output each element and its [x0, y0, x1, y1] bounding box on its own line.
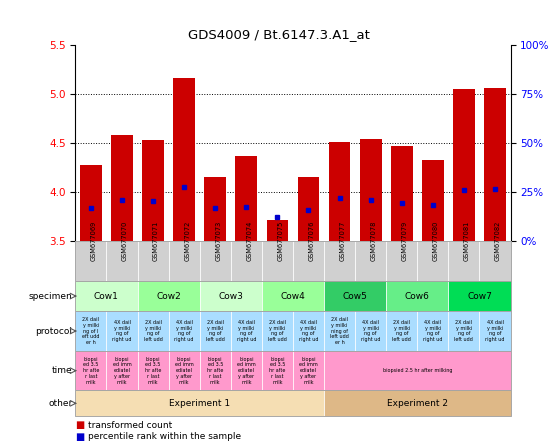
Text: biopsi
ed imm
ediatel
y after
milk: biopsi ed imm ediatel y after milk	[299, 357, 318, 385]
Bar	[391, 146, 413, 241]
Text: Experiment 2: Experiment 2	[387, 399, 448, 408]
Text: GSM677078: GSM677078	[371, 221, 377, 261]
Text: GSM677077: GSM677077	[340, 221, 345, 261]
Text: GSM677079: GSM677079	[402, 221, 408, 261]
Text: GSM677075: GSM677075	[277, 221, 283, 261]
Text: biopsi
ed 3.5
hr afte
r last
milk: biopsi ed 3.5 hr afte r last milk	[83, 357, 99, 385]
Bar	[267, 220, 288, 241]
Text: 4X dail
y milki
ng of
right ud: 4X dail y milki ng of right ud	[361, 320, 381, 342]
Text: Experiment 1: Experiment 1	[169, 399, 230, 408]
Text: 2X dail
y milki
ng of l
eft udd
er h: 2X dail y milki ng of l eft udd er h	[82, 317, 100, 345]
Text: protocol: protocol	[36, 326, 73, 336]
Text: Cow3: Cow3	[218, 292, 243, 301]
Text: GSM677081: GSM677081	[464, 221, 470, 261]
Text: biopsied 2.5 hr after milking: biopsied 2.5 hr after milking	[383, 368, 452, 373]
Bar	[204, 177, 226, 241]
Text: biopsi
ed 3.5
hr afte
r last
milk: biopsi ed 3.5 hr afte r last milk	[207, 357, 223, 385]
Text: Cow7: Cow7	[467, 292, 492, 301]
Text: GSM677074: GSM677074	[246, 221, 252, 261]
Text: biopsi
ed imm
ediatel
y after
milk: biopsi ed imm ediatel y after milk	[175, 357, 194, 385]
Text: 4X dail
y milki
ng of
right ud: 4X dail y milki ng of right ud	[299, 320, 318, 342]
Bar	[422, 160, 444, 241]
Text: biopsi
ed 3.5
hr afte
r last
milk: biopsi ed 3.5 hr afte r last milk	[269, 357, 286, 385]
Text: specimen: specimen	[29, 292, 73, 301]
Text: GDS4009 / Bt.6147.3.A1_at: GDS4009 / Bt.6147.3.A1_at	[188, 28, 370, 41]
Text: Cow2: Cow2	[156, 292, 181, 301]
Text: biopsi
ed 3.5
hr afte
r last
milk: biopsi ed 3.5 hr afte r last milk	[145, 357, 161, 385]
Bar	[142, 140, 164, 241]
Text: 2X dail
y milki
ning of
left udd
er h: 2X dail y milki ning of left udd er h	[330, 317, 349, 345]
Text: GSM677072: GSM677072	[184, 221, 190, 261]
Text: 4X dail
y milki
ng of
right ud: 4X dail y milki ng of right ud	[112, 320, 132, 342]
Text: time: time	[52, 366, 73, 375]
Bar	[173, 78, 195, 241]
Bar	[484, 88, 506, 241]
Text: 4X dail
y milki
ng of
right ud: 4X dail y milki ng of right ud	[423, 320, 442, 342]
Text: 4X dail
y milki
ng of
right ud: 4X dail y milki ng of right ud	[237, 320, 256, 342]
Text: GSM677071: GSM677071	[153, 221, 159, 261]
Text: GSM677070: GSM677070	[122, 221, 128, 261]
Text: Cow6: Cow6	[405, 292, 430, 301]
Text: Cow4: Cow4	[281, 292, 305, 301]
Text: 2X dail
y milki
ng of
left udd: 2X dail y milki ng of left udd	[143, 320, 162, 342]
Bar	[80, 165, 102, 241]
Text: 2X dail
y milki
ng of
left udd: 2X dail y milki ng of left udd	[268, 320, 287, 342]
Text: 4X dail
y milki
ng of
right ud: 4X dail y milki ng of right ud	[175, 320, 194, 342]
Text: GSM677076: GSM677076	[309, 221, 315, 261]
Text: 2X dail
y milki
ng of
left udd: 2X dail y milki ng of left udd	[206, 320, 225, 342]
Text: other: other	[49, 399, 73, 408]
Text: 4X dail
y milki
ng of
right ud: 4X dail y milki ng of right ud	[485, 320, 505, 342]
Bar	[297, 177, 319, 241]
Text: transformed count: transformed count	[88, 420, 172, 430]
Bar	[360, 139, 382, 241]
Text: biopsi
ed imm
ediatel
y after
milk: biopsi ed imm ediatel y after milk	[113, 357, 131, 385]
Text: 2X dail
y milki
ng of
left udd: 2X dail y milki ng of left udd	[455, 320, 473, 342]
Bar	[453, 90, 475, 241]
Text: 2X dail
y milki
ng of
left udd: 2X dail y milki ng of left udd	[392, 320, 411, 342]
Text: percentile rank within the sample: percentile rank within the sample	[88, 432, 240, 441]
Bar	[235, 156, 257, 241]
Text: biopsi
ed imm
ediatel
y after
milk: biopsi ed imm ediatel y after milk	[237, 357, 256, 385]
Text: GSM677082: GSM677082	[495, 221, 501, 261]
Text: ■: ■	[75, 420, 85, 430]
Text: GSM677069: GSM677069	[91, 221, 97, 261]
Text: ■: ■	[75, 432, 85, 442]
Text: Cow1: Cow1	[94, 292, 119, 301]
Text: GSM677080: GSM677080	[433, 221, 439, 261]
Bar	[111, 135, 133, 241]
Text: Cow5: Cow5	[343, 292, 368, 301]
Bar	[329, 143, 350, 241]
Text: GSM677073: GSM677073	[215, 221, 221, 261]
